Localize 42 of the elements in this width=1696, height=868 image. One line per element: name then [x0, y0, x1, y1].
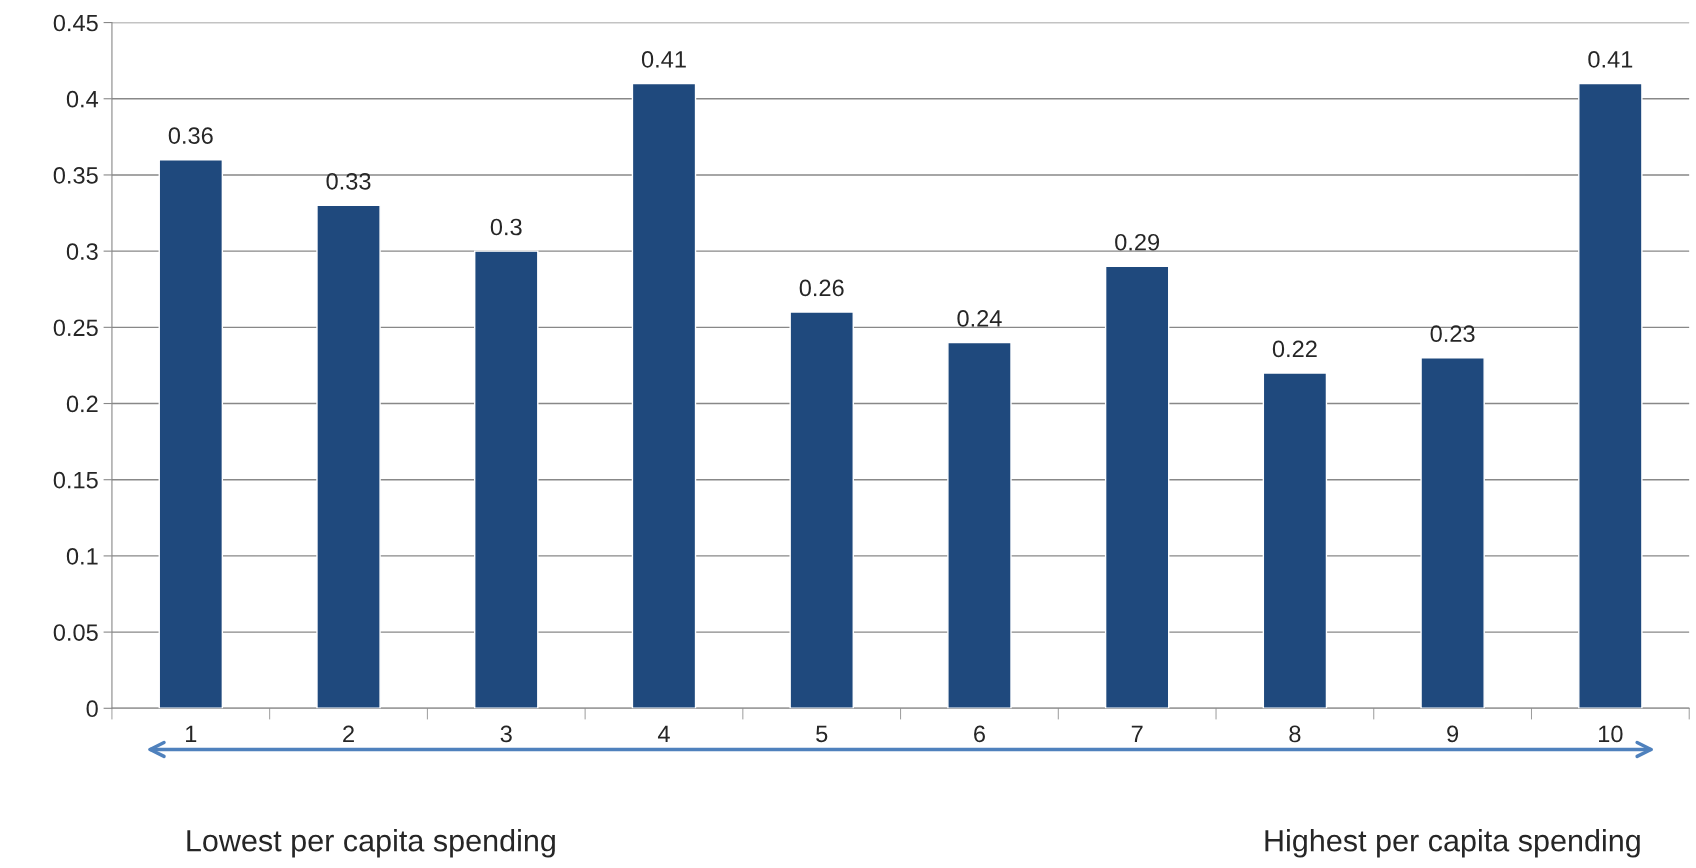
x-tick-label: 10 [1599, 725, 1623, 743]
data-label: 0.3 [490, 218, 522, 236]
x-tick-label: 7 [1131, 725, 1143, 743]
data-label: 0.41 [1588, 51, 1633, 68]
bar [1104, 265, 1170, 709]
data-label: 0.26 [799, 279, 844, 297]
data-label: 0.22 [1272, 340, 1317, 358]
bar [158, 159, 224, 709]
y-tick-label: 0.15 [53, 471, 98, 489]
bar [1578, 82, 1643, 709]
bar [947, 341, 1012, 709]
y-tick-label: 0 [86, 700, 98, 718]
y-tick-label: 0.45 [53, 14, 98, 32]
bar [316, 204, 381, 709]
data-label: 0.36 [168, 127, 213, 144]
x-tick-label: 5 [816, 725, 828, 743]
y-tick-label: 0.35 [53, 167, 98, 184]
x-tick-label: 3 [500, 725, 512, 743]
x-tick-label: 8 [1289, 725, 1301, 743]
data-label: 0.23 [1430, 325, 1475, 343]
y-tick-label: 0.4 [66, 90, 99, 108]
y-tick-label: 0.05 [53, 624, 98, 641]
bar [1262, 372, 1328, 709]
x-tick-label: 6 [974, 725, 985, 743]
bar [474, 250, 539, 709]
y-tick-label: 0.3 [66, 243, 98, 260]
text: Lowest per capita spending [187, 829, 555, 858]
text: Highest per capita spending [1265, 829, 1640, 858]
y-tick-label: 0.2 [66, 395, 98, 413]
x-tick-label: 1 [186, 725, 197, 743]
x-tick-label: 4 [657, 725, 670, 743]
y-tick-label: 0.1 [66, 547, 98, 565]
data-label: 0.33 [326, 172, 371, 190]
data-label: 0.24 [957, 310, 1002, 327]
bar [1420, 357, 1485, 709]
data-label: 0.41 [641, 51, 686, 68]
x-tick-label: 2 [343, 725, 354, 743]
bar [631, 82, 697, 709]
y-tick-label: 0.25 [53, 319, 98, 337]
x-tick-label: 9 [1447, 725, 1459, 743]
bar [789, 311, 854, 709]
data-label: 0.29 [1115, 233, 1160, 251]
